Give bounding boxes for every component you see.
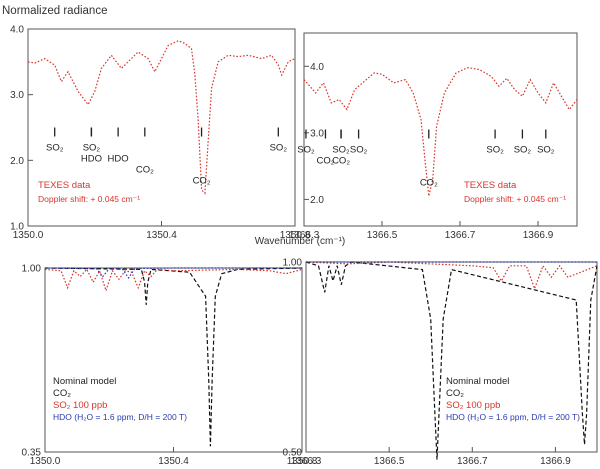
x-tick-label: 1350.4 bbox=[158, 456, 189, 467]
y-tick-label: 2.0 bbox=[310, 195, 324, 206]
line-marker-label: CO₂ bbox=[332, 156, 350, 167]
y-tick-label: 1.00 bbox=[22, 264, 42, 275]
legend-entry: TEXES data bbox=[38, 180, 91, 191]
plot-frame bbox=[303, 32, 578, 227]
line-marker-label: SO₂ bbox=[350, 145, 368, 156]
line-marker-label: SO₂ bbox=[270, 143, 288, 154]
legend-entry: TEXES data bbox=[464, 180, 517, 191]
x-tick-label: 1366.9 bbox=[540, 456, 571, 467]
line-marker-label: HDO bbox=[108, 154, 129, 165]
legend-entry: SO₂ 100 ppb bbox=[53, 400, 107, 411]
x-tick-label: 1350.8 bbox=[280, 230, 311, 241]
legend-entry: Doppler shift: + 0.045 cm⁻¹ bbox=[464, 194, 566, 204]
series-line bbox=[44, 267, 303, 447]
x-tick-label: 1350.0 bbox=[30, 456, 61, 467]
legend-entry: SO₂ 100 ppb bbox=[446, 400, 500, 411]
series-line bbox=[44, 268, 303, 293]
x-axis-label: Wavenumber (cm⁻¹) bbox=[255, 236, 345, 247]
x-tick-label: 1366.5 bbox=[367, 230, 398, 241]
panel-top-right: 1366.3 1366.5 1366.7 1366.92.03.04.0SO₂CO₂S… bbox=[289, 32, 578, 241]
legend-entry: HDO (H₂O = 1.6 ppm, D/H = 200 T) bbox=[446, 412, 580, 422]
y-tick-label: 0.50 bbox=[283, 448, 303, 459]
plot-frame bbox=[44, 267, 303, 453]
line-marker-label: CO₂ bbox=[316, 156, 334, 167]
line-marker-label: CO₂ bbox=[420, 178, 438, 189]
x-tick-label: 1366.3 bbox=[291, 456, 322, 467]
line-marker-label: SO₂ bbox=[537, 145, 555, 156]
legend-entry: CO₂ bbox=[446, 388, 464, 399]
y-tick-label: 1.0 bbox=[10, 222, 24, 233]
x-tick-label: 1366.9 bbox=[523, 230, 554, 241]
x-tick-label: 1350.4 bbox=[146, 230, 177, 241]
figure-title: Normalized radiance bbox=[2, 5, 107, 17]
legend-entry: CO₂ bbox=[53, 388, 71, 399]
legend-entry: HDO (H₂O = 1.6 ppm, D/H = 200 T) bbox=[53, 412, 187, 422]
x-tick-label: 1366.7 bbox=[445, 230, 476, 241]
plot-frame bbox=[305, 261, 598, 453]
line-marker-label: CO₂ bbox=[136, 165, 154, 176]
y-tick-label: 1.00 bbox=[283, 258, 303, 269]
y-tick-label: 3.0 bbox=[10, 90, 24, 101]
panel-bottom-right: 1366.3 1366.5 1366.7 1366.9 0.50 1.00 Nominal … bbox=[283, 258, 598, 467]
line-marker-label: CO₂ bbox=[193, 176, 211, 187]
x-tick-label: 1366.3 bbox=[289, 230, 320, 241]
line-marker-label: SO₂ bbox=[514, 145, 532, 156]
y-tick-label: 4.0 bbox=[10, 25, 24, 36]
legend-entry: Nominal model bbox=[53, 376, 116, 387]
panel-bottom-left: 1350.0 1350.4 1350.8 0.35 1.00 Nominal modelC… bbox=[22, 264, 318, 468]
line-marker-label: SO₂ bbox=[297, 145, 315, 156]
line-marker-label: SO₂ bbox=[83, 143, 101, 154]
line-marker-label: SO₂ bbox=[46, 143, 64, 154]
x-tick-label: 1366.7 bbox=[457, 456, 488, 467]
series-line bbox=[44, 267, 302, 279]
line-marker-label: SO₂ bbox=[332, 145, 350, 156]
y-tick-label: 4.0 bbox=[310, 62, 324, 73]
legend-entry: Doppler shift: + 0.045 cm⁻¹ bbox=[38, 194, 140, 204]
series-line bbox=[303, 66, 578, 197]
x-tick-label: 1350.0 bbox=[13, 230, 44, 241]
y-tick-label: 2.0 bbox=[10, 156, 24, 167]
line-marker-label: SO₂ bbox=[486, 145, 504, 156]
x-tick-label: 1350.8 bbox=[287, 456, 318, 467]
x-tick-label: 1366.5 bbox=[374, 456, 405, 467]
legend-entry: Nominal model bbox=[446, 376, 509, 387]
line-marker-label: HDO bbox=[81, 154, 102, 165]
series-line bbox=[305, 261, 598, 291]
y-tick-label: 0.35 bbox=[22, 448, 42, 459]
series-line bbox=[305, 261, 598, 460]
y-tick-label: 3.0 bbox=[310, 128, 324, 139]
series-line bbox=[27, 40, 296, 195]
